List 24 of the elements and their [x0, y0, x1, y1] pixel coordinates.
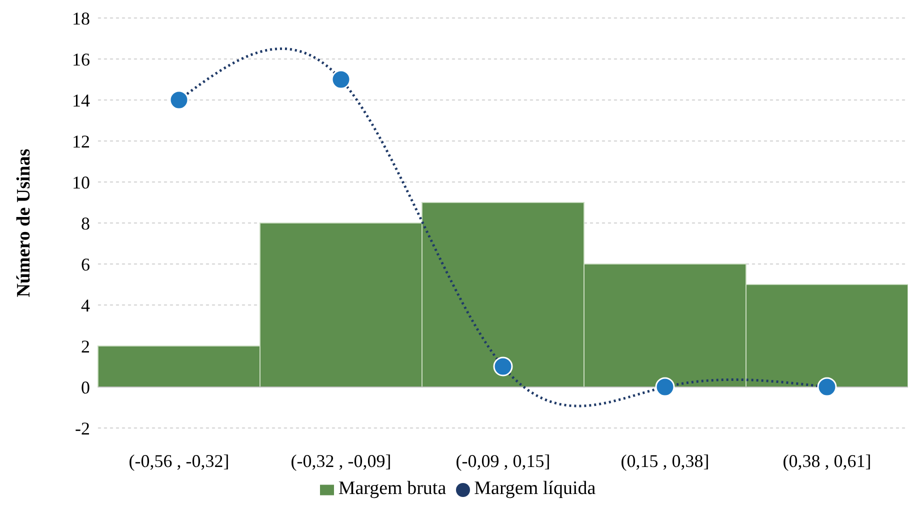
- point: [331, 70, 351, 90]
- y-tick-label: -2: [75, 418, 90, 438]
- x-tick-label: (-0,56 , -0,32]: [128, 450, 230, 471]
- legend-label: Margem bruta: [338, 478, 446, 499]
- x-tick-label: (0,15 , 0,38]: [620, 450, 710, 471]
- legend-label: Margem líquida: [474, 478, 596, 499]
- y-tick-label: 8: [81, 213, 90, 234]
- x-tick-label: (0,38 , 0,61]: [782, 450, 872, 471]
- y-tick-label: 14: [72, 90, 90, 110]
- y-tick-label: 10: [72, 172, 90, 192]
- y-tick-label: 18: [72, 8, 90, 28]
- x-tick-label: (-0,09 , 0,15]: [456, 450, 550, 471]
- point: [655, 377, 675, 397]
- point: [169, 90, 189, 110]
- y-axis-title: Número de Usinas: [14, 148, 35, 298]
- y-tick-label: 0: [81, 377, 90, 398]
- point: [493, 356, 513, 376]
- y-tick-label: 2: [81, 336, 90, 356]
- y-tick-label: 12: [72, 131, 90, 152]
- x-tick-label: (-0,32 , -0,09]: [290, 450, 392, 471]
- y-tick-label: 4: [81, 295, 90, 316]
- y-tick-label: 16: [72, 49, 90, 70]
- y-tick-label: 6: [81, 254, 90, 274]
- point: [817, 377, 837, 397]
